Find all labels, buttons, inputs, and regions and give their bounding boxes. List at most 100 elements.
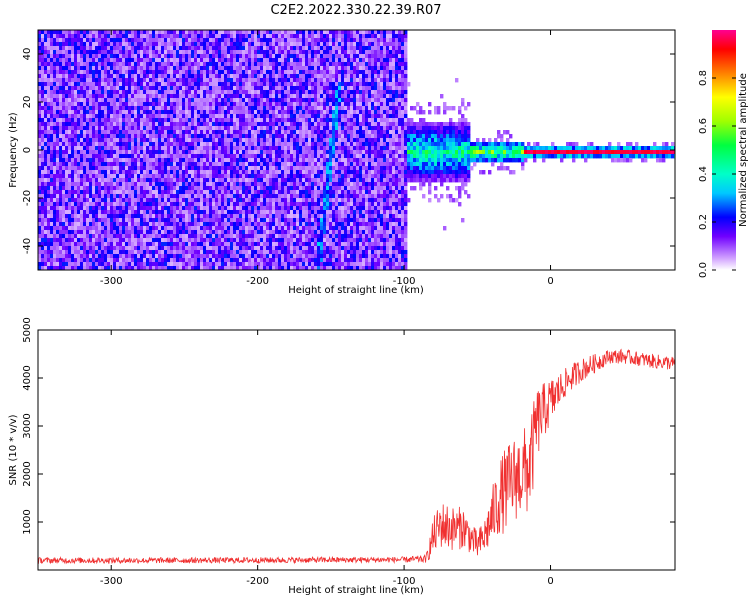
- heatmap-cell: [152, 70, 156, 75]
- heatmap-cell: [47, 86, 51, 91]
- heatmap-cell: [266, 62, 270, 67]
- heatmap-cell: [212, 194, 216, 199]
- heatmap-cell: [242, 194, 246, 199]
- spectrogram-heatmap: [38, 30, 675, 270]
- heatmap-cell: [152, 138, 156, 143]
- heatmap-cell: [161, 214, 165, 219]
- heatmap-cell: [236, 218, 240, 223]
- heatmap-cell: [194, 178, 198, 183]
- heatmap-cell: [281, 42, 285, 47]
- heatmap-cell: [143, 34, 147, 39]
- heatmap-cell: [128, 238, 132, 243]
- heatmap-cell: [173, 250, 177, 255]
- heatmap-cell: [257, 198, 261, 203]
- heatmap-cell: [281, 34, 285, 39]
- heatmap-cell: [170, 86, 174, 91]
- heatmap-cell: [86, 62, 90, 67]
- heatmap-cell: [218, 118, 222, 123]
- heatmap-cell: [137, 122, 141, 127]
- heatmap-cell: [179, 230, 183, 235]
- heatmap-cell: [281, 110, 285, 115]
- heatmap-cell: [221, 262, 225, 267]
- heatmap-cell: [215, 66, 219, 71]
- heatmap-cell: [194, 206, 198, 211]
- heatmap-cell: [146, 186, 150, 191]
- heatmap-cell: [254, 94, 258, 99]
- heatmap-cell: [119, 86, 123, 91]
- heatmap-cell: [236, 86, 240, 91]
- heatmap-cell: [89, 162, 93, 167]
- heatmap-cell: [53, 262, 57, 267]
- heatmap-cell: [230, 54, 234, 59]
- heatmap-cell: [110, 210, 114, 215]
- heatmap-cell: [200, 150, 204, 155]
- heatmap-cell: [137, 78, 141, 83]
- heatmap-cell: [137, 230, 141, 235]
- heatmap-cell: [248, 102, 252, 107]
- heatmap-cell: [167, 166, 171, 171]
- heatmap-cell: [158, 182, 162, 187]
- heatmap-cell: [239, 66, 243, 71]
- heatmap-cell: [65, 34, 69, 39]
- heatmap-cell: [281, 38, 285, 43]
- heatmap-cell: [152, 50, 156, 55]
- heatmap-cell: [128, 202, 132, 207]
- heatmap-cell: [116, 58, 120, 63]
- heatmap-cell: [80, 54, 84, 59]
- heatmap-cell: [197, 34, 201, 39]
- heatmap-cell: [269, 174, 273, 179]
- heatmap-cell: [200, 206, 204, 211]
- heatmap-cell: [125, 182, 129, 187]
- heatmap-cell: [158, 234, 162, 239]
- heatmap-cell: [89, 166, 93, 171]
- heatmap-cell: [155, 254, 159, 259]
- heatmap-cell: [50, 158, 54, 163]
- heatmap-cell: [260, 110, 264, 115]
- heatmap-cell: [86, 66, 90, 71]
- heatmap-cell: [164, 250, 168, 255]
- heatmap-cell: [185, 54, 189, 59]
- heatmap-cell: [284, 202, 288, 207]
- heatmap-cell: [62, 66, 66, 71]
- heatmap-cell: [119, 102, 123, 107]
- heatmap-cell: [143, 130, 147, 135]
- heatmap-cell: [251, 102, 255, 107]
- heatmap-cell: [47, 210, 51, 215]
- heatmap-cell: [230, 190, 234, 195]
- heatmap-cell: [209, 90, 213, 95]
- heatmap-cell: [107, 214, 111, 219]
- heatmap-cell: [122, 178, 126, 183]
- heatmap-cell: [44, 218, 48, 223]
- heatmap-cell: [56, 106, 60, 111]
- heatmap-cell: [47, 82, 51, 87]
- heatmap-cell: [38, 46, 42, 51]
- heatmap-cell: [251, 146, 255, 151]
- heatmap-cell: [263, 46, 267, 51]
- heatmap-cell: [116, 102, 120, 107]
- heatmap-cell: [104, 178, 108, 183]
- heatmap-cell: [221, 162, 225, 167]
- heatmap-cell: [227, 254, 231, 259]
- heatmap-cell: [167, 162, 171, 167]
- heatmap-cell: [143, 38, 147, 43]
- heatmap-cell: [182, 226, 186, 231]
- heatmap-cell: [50, 98, 54, 103]
- heatmap-cell: [59, 98, 63, 103]
- heatmap-cell: [236, 142, 240, 147]
- heatmap-cell: [125, 126, 129, 131]
- heatmap-cell: [224, 118, 228, 123]
- heatmap-cell: [149, 210, 153, 215]
- heatmap-cell: [212, 170, 216, 175]
- heatmap-cell: [143, 222, 147, 227]
- heatmap-cell: [44, 250, 48, 255]
- heatmap-cell: [92, 142, 96, 147]
- heatmap-cell: [239, 242, 243, 247]
- heatmap-cell: [266, 114, 270, 119]
- heatmap-cell: [116, 262, 120, 267]
- heatmap-cell: [65, 194, 69, 199]
- heatmap-cell: [65, 218, 69, 223]
- heatmap-cell: [62, 154, 66, 159]
- heatmap-cell: [104, 134, 108, 139]
- heatmap-cell: [155, 74, 159, 79]
- heatmap-cell: [260, 158, 264, 163]
